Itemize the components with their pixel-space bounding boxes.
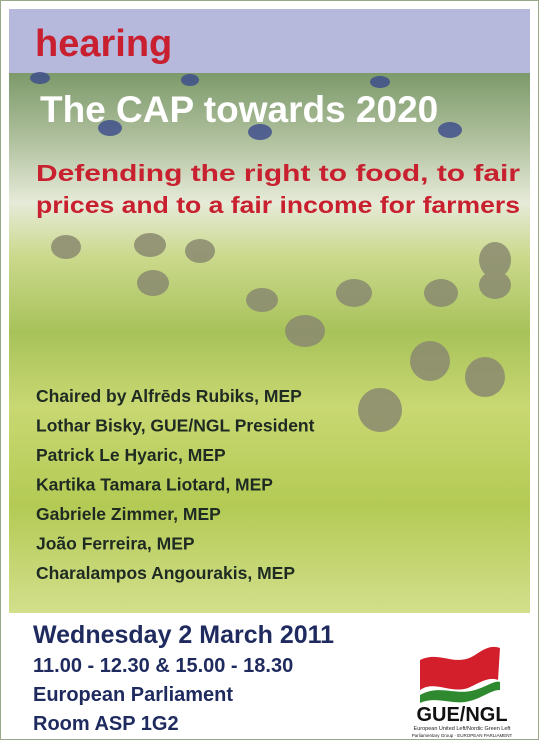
speaker: Charalampos Angourakis, MEP [36,563,295,583]
event-venue: European Parliament [33,684,233,706]
speaker: João Ferreira, MEP [36,534,195,554]
title: The CAP towards 2020 [40,89,438,130]
event-room: Room ASP 1G2 [33,713,179,735]
speaker: Patrick Le Hyaric, MEP [36,445,226,465]
event-time: 11.00 - 12.30 & 15.00 - 18.30 [33,655,293,677]
subtitle: Defending the right to food, to fair [36,160,520,186]
speaker: Lothar Bisky, GUE/NGL President [36,416,315,436]
logo-line: Parliamentary Group · EUROPEAN PARLIAMEN… [412,733,513,738]
speaker: Kartika Tamara Liotard, MEP [36,475,273,495]
speaker: Gabriele Zimmer, MEP [36,504,221,524]
logo-line: European United Left/Nordic Green Left [414,726,511,732]
subtitle: prices and to a fair income for farmers [36,192,520,218]
event-date: Wednesday 2 March 2011 [33,621,334,649]
speaker: Chaired by Alfrēds Rubiks, MEP [36,386,302,406]
logo-name: GUE/NGL [416,704,507,726]
photo [9,73,530,613]
header-label: hearing [35,23,172,65]
poster: hearing The CAP towards 2020 Defending t… [0,0,539,740]
